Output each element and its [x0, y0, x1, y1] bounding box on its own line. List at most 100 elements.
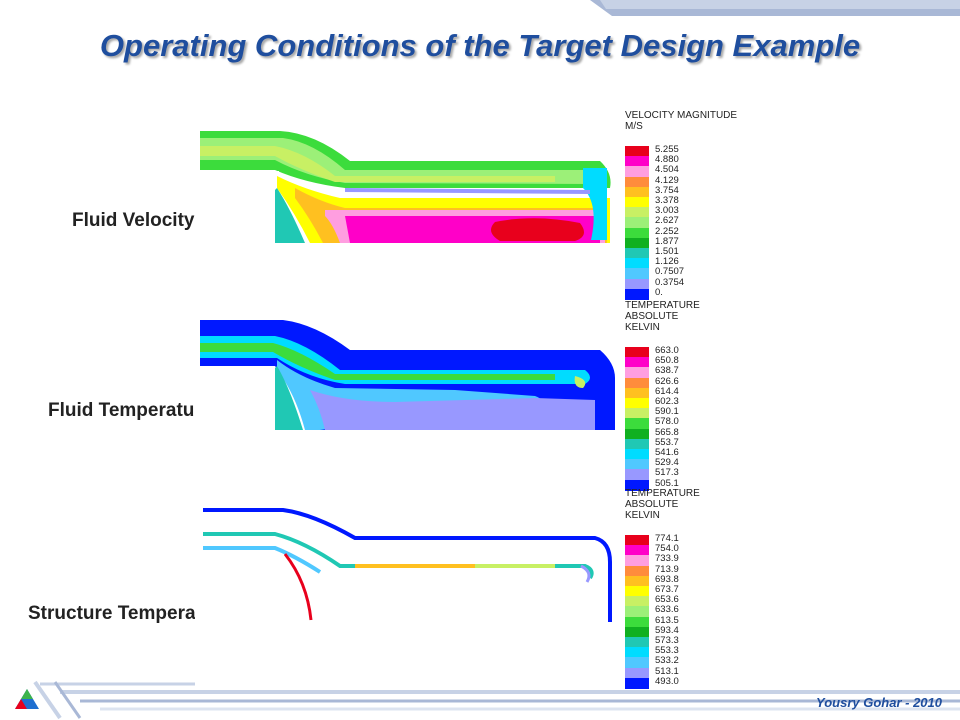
- legend-value: 613.5: [655, 614, 679, 626]
- legend-value: 673.7: [655, 584, 679, 595]
- legend-value: 602.3: [655, 396, 679, 407]
- fluid-velocity-contour-plot: [195, 128, 615, 243]
- legend-value: 3.378: [655, 195, 679, 206]
- legend-swatch: [625, 575, 649, 587]
- legend-value: 713.9: [655, 563, 679, 575]
- legend-swatch: [625, 398, 649, 409]
- legend-swatch: [625, 248, 649, 259]
- legend-swatch: [625, 565, 649, 577]
- legend-value: 593.4: [655, 624, 679, 636]
- legend-value: 4.880: [655, 154, 679, 166]
- legend-swatch: [625, 377, 649, 389]
- legend-swatch: [625, 535, 649, 546]
- legend-value: 638.7: [655, 365, 679, 377]
- legend-value: 653.6: [655, 594, 679, 606]
- top-decoration-bar: [590, 0, 960, 16]
- legend-value: 553.3: [655, 645, 679, 657]
- legend-value: 1.501: [655, 246, 679, 257]
- legend-value: 1.877: [655, 235, 679, 247]
- legend-swatch: [625, 166, 649, 178]
- legend-value: 0.7507: [655, 266, 685, 278]
- legend-value: 3.003: [655, 205, 679, 217]
- fluid-temperature-legend-title: TEMPERATURE ABSOLUTE KELVIN: [625, 300, 700, 333]
- legend-value: 578.0: [655, 416, 679, 428]
- author-credit: Yousry Gohar - 2010: [816, 695, 942, 710]
- legend-value: 733.9: [655, 553, 679, 565]
- legend-value: 0.3754: [655, 276, 685, 288]
- velocity-legend-title: VELOCITY MAGNITUDE M/S: [625, 110, 738, 132]
- legend-swatch: [625, 176, 649, 188]
- legend-value: 626.6: [655, 375, 679, 387]
- legend-value: 533.2: [655, 655, 679, 667]
- legend-swatch: [625, 156, 649, 168]
- fluid-temperature-label: Fluid Temperature: [48, 400, 213, 421]
- legend-value: 633.6: [655, 604, 679, 616]
- legend-value: 5.255: [655, 144, 679, 155]
- legend-value: 2.627: [655, 215, 679, 227]
- legend-swatch: [625, 449, 649, 460]
- legend-value: 1.126: [655, 256, 679, 268]
- structure-temperature-label: Structure Temperature: [28, 603, 232, 624]
- legend-value: 614.4: [655, 385, 679, 397]
- legend-swatch: [625, 545, 649, 557]
- fluid-temperature-contour-plot: [195, 318, 615, 430]
- legend-swatch: [625, 459, 649, 471]
- legend-value: 3.754: [655, 184, 679, 196]
- structure-temperature-legend: TEMPERATURE ABSOLUTE KELVIN 774.1 754.0 73…: [625, 488, 785, 703]
- structure-temperature-plot: [195, 502, 615, 624]
- legend-value: 4.129: [655, 174, 679, 186]
- legend-swatch: [625, 428, 649, 440]
- legend-value: 663.0: [655, 345, 679, 356]
- legend-swatch: [625, 217, 649, 229]
- legend-swatch: [625, 207, 649, 219]
- legend-swatch: [625, 616, 649, 628]
- structure-temperature-legend-title: TEMPERATURE ABSOLUTE KELVIN: [625, 488, 700, 521]
- legend-swatch: [625, 555, 649, 567]
- legend-swatch: [625, 637, 649, 648]
- legend-swatch: [625, 288, 649, 300]
- footer-decoration: [33, 680, 960, 720]
- velocity-legend: VELOCITY MAGNITUDE M/S 5.255 4.880 4.504 4.…: [625, 110, 785, 314]
- legend-value: 505.1: [655, 477, 679, 489]
- legend-swatch: [625, 469, 649, 481]
- legend-swatch: [625, 278, 649, 290]
- legend-swatch: [625, 438, 649, 450]
- legend-swatch: [625, 418, 649, 430]
- legend-value: 541.6: [655, 447, 679, 458]
- legend-swatch: [625, 347, 649, 358]
- fluid-temperature-legend: TEMPERATURE ABSOLUTE KELVIN 663.0 650.8 63…: [625, 300, 785, 493]
- fluid-velocity-label: Fluid Velocity: [72, 210, 195, 231]
- legend-value: 513.1: [655, 665, 679, 677]
- legend-swatch: [625, 237, 649, 249]
- logo-icon: [15, 689, 39, 709]
- legend-swatch: [625, 146, 649, 157]
- legend-value: 565.8: [655, 426, 679, 438]
- legend-swatch: [625, 479, 649, 491]
- legend-value: 2.252: [655, 225, 679, 237]
- legend-swatch: [625, 357, 649, 369]
- legend-value: 693.8: [655, 573, 679, 585]
- legend-value: 590.1: [655, 406, 679, 418]
- legend-value: 493.0: [655, 675, 679, 687]
- legend-swatch: [625, 268, 649, 280]
- legend-value: 774.1: [655, 533, 679, 544]
- legend-swatch: [625, 186, 649, 198]
- legend-value: 529.4: [655, 457, 679, 469]
- legend-swatch: [625, 408, 649, 420]
- legend-value: 573.3: [655, 635, 679, 646]
- legend-swatch: [625, 667, 649, 679]
- legend-swatch: [625, 606, 649, 618]
- legend-swatch: [625, 367, 649, 379]
- legend-value: 517.3: [655, 467, 679, 479]
- legend-swatch: [625, 197, 649, 208]
- slide-title: Operating Conditions of the Target Desig…: [99, 28, 861, 63]
- legend-value: 650.8: [655, 355, 679, 367]
- legend-swatch: [625, 387, 649, 399]
- legend-value: 4.504: [655, 164, 679, 176]
- legend-swatch: [625, 586, 649, 597]
- legend-swatch: [625, 657, 649, 669]
- legend-swatch: [625, 626, 649, 638]
- legend-value: 754.0: [655, 543, 679, 555]
- legend-swatch: [625, 647, 649, 659]
- legend-value: 553.7: [655, 436, 679, 448]
